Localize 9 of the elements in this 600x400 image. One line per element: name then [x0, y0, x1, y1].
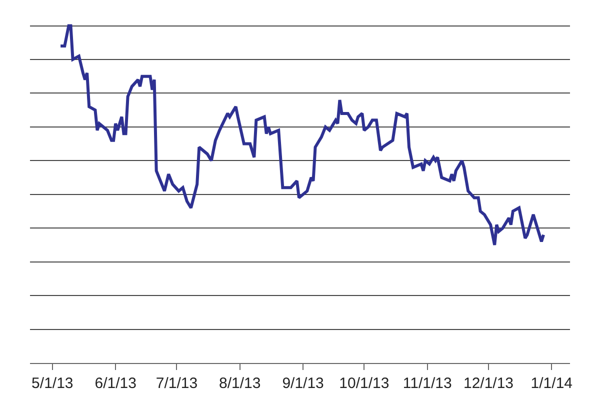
- x-tick-label: 8/1/13: [219, 375, 261, 392]
- x-tick-label: 12/1/13: [463, 375, 514, 392]
- x-tick-label: 11/1/13: [402, 375, 452, 392]
- x-tick-label: 1/1/14: [530, 375, 573, 392]
- x-tick-label: 9/1/13: [282, 375, 324, 392]
- x-tick-label: 5/1/13: [32, 375, 74, 392]
- x-tick-label: 6/1/13: [94, 375, 136, 392]
- x-tick-label: 7/1/13: [156, 375, 198, 392]
- x-tick-label: 10/1/13: [339, 375, 390, 392]
